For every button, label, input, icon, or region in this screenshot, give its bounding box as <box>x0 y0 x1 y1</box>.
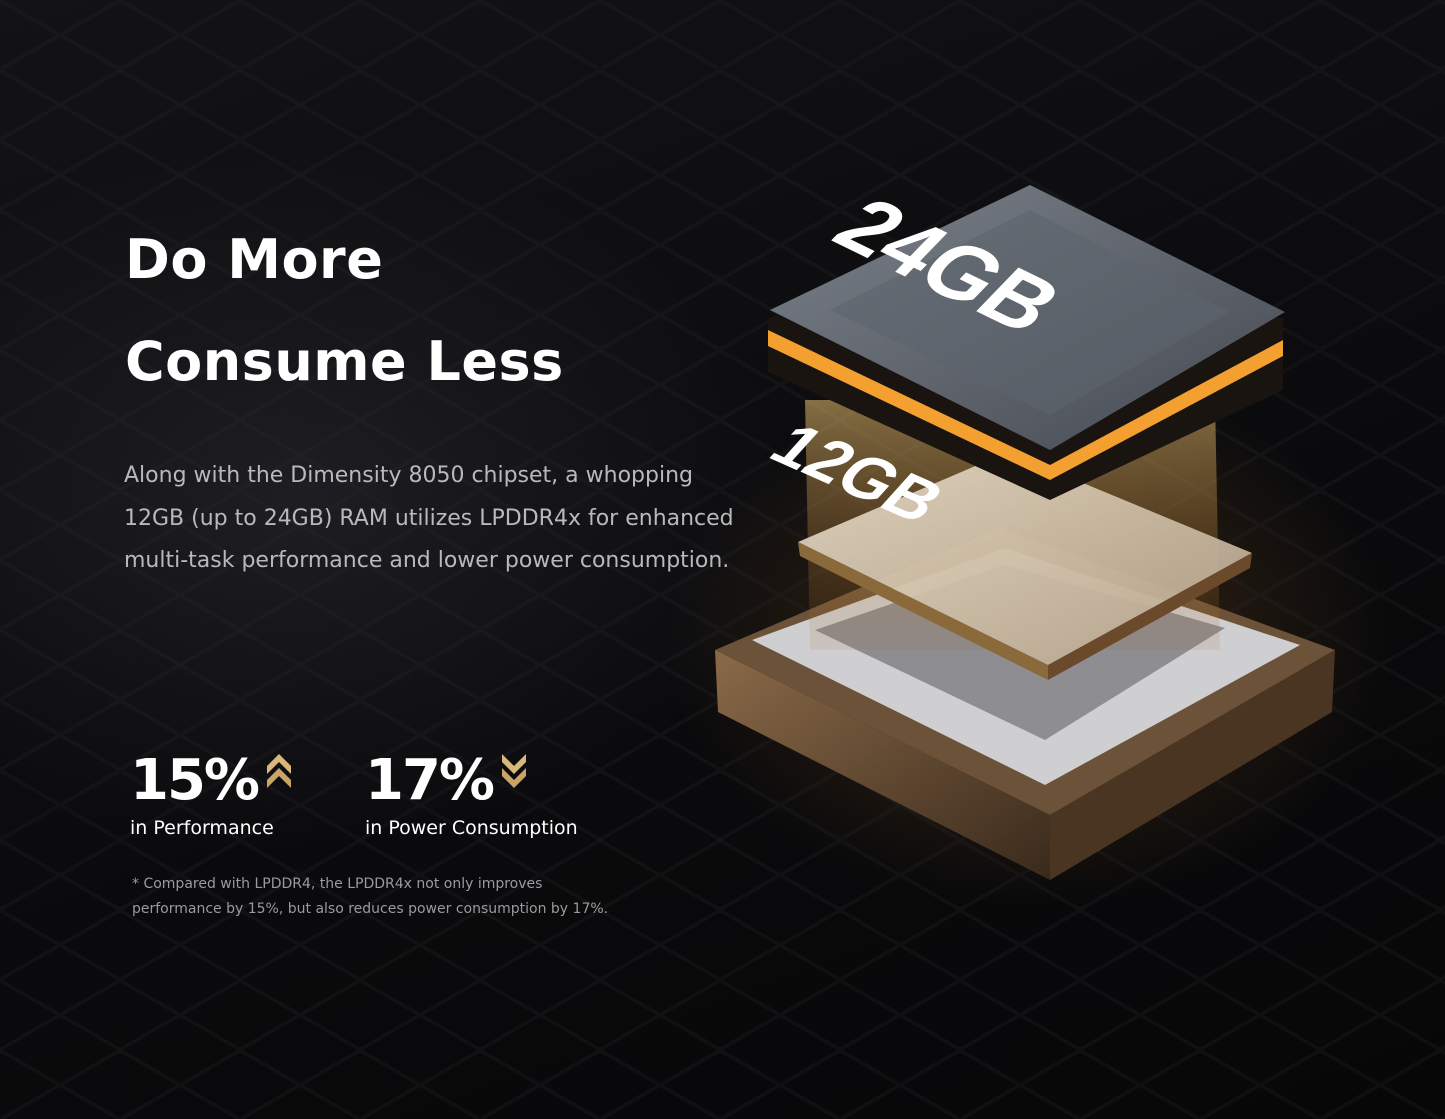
double-chevron-up-icon <box>267 754 292 788</box>
heading-line-2: Consume Less <box>125 330 564 393</box>
stat-performance: 15% in Performance <box>130 748 292 839</box>
double-chevron-down-icon <box>502 754 527 788</box>
heading-line-1: Do More <box>125 228 384 291</box>
stat-value: 15% <box>130 748 260 813</box>
stat-power: 17% in Power Consumption <box>365 748 578 839</box>
stat-value: 17% <box>365 748 495 813</box>
footnote: * Compared with LPDDR4, the LPDDR4x not … <box>132 872 608 922</box>
description: Along with the Dimensity 8050 chipset, a… <box>124 463 734 573</box>
footnote-line-2: performance by 15%, but also reduces pow… <box>132 901 609 917</box>
chip-24gb: 24GB <box>768 182 1285 500</box>
stat-label: in Performance <box>130 817 274 839</box>
footnote-line-1: * Compared with LPDDR4, the LPDDR4x not … <box>132 876 543 892</box>
stat-label: in Power Consumption <box>365 817 578 839</box>
